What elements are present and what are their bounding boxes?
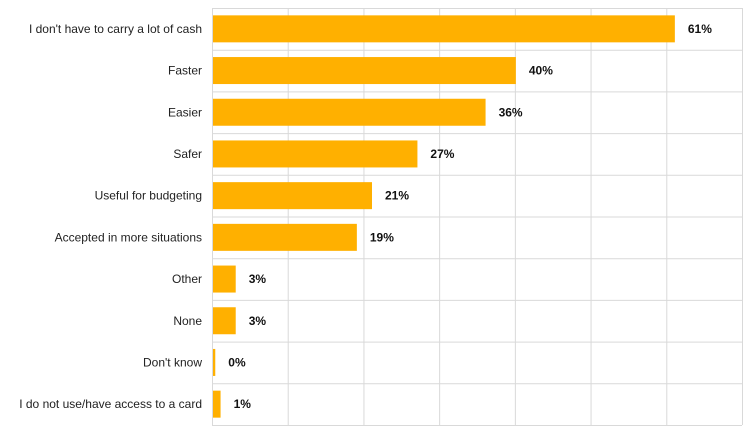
- bar: [213, 348, 216, 376]
- bar: [213, 182, 372, 210]
- category-label: I do not use/have access to a card: [19, 397, 202, 411]
- value-labels: 61% 40% 36% 27% 21% 19% 3% 3% 0% 1%: [228, 22, 712, 411]
- bar: [213, 390, 221, 418]
- category-label: Accepted in more situations: [55, 230, 202, 244]
- gridlines: [212, 8, 743, 426]
- category-labels: I don't have to carry a lot of cash Faste…: [19, 22, 202, 411]
- category-label: I don't have to carry a lot of cash: [29, 22, 202, 36]
- bars: [213, 15, 675, 418]
- category-label: Easier: [168, 105, 202, 119]
- category-label: Don't know: [143, 355, 202, 369]
- bar: [213, 265, 236, 293]
- bar: [213, 98, 486, 126]
- value-label: 1%: [234, 397, 252, 411]
- category-label: Useful for budgeting: [95, 189, 202, 203]
- category-label: None: [173, 314, 202, 328]
- value-label: 27%: [430, 147, 454, 161]
- value-label: 61%: [688, 22, 712, 36]
- bar: [213, 140, 418, 168]
- bar: [213, 223, 357, 251]
- value-label: 36%: [499, 105, 523, 119]
- value-label: 0%: [228, 355, 246, 369]
- value-label: 21%: [385, 189, 409, 203]
- value-label: 3%: [249, 314, 267, 328]
- bar: [213, 15, 675, 43]
- value-label: 40%: [529, 64, 553, 78]
- category-label: Safer: [173, 147, 202, 161]
- category-label: Other: [172, 272, 202, 286]
- value-label: 19%: [370, 230, 394, 244]
- bar: [213, 307, 236, 335]
- bar: [213, 57, 516, 85]
- category-label: Faster: [168, 64, 202, 78]
- value-label: 3%: [249, 272, 267, 286]
